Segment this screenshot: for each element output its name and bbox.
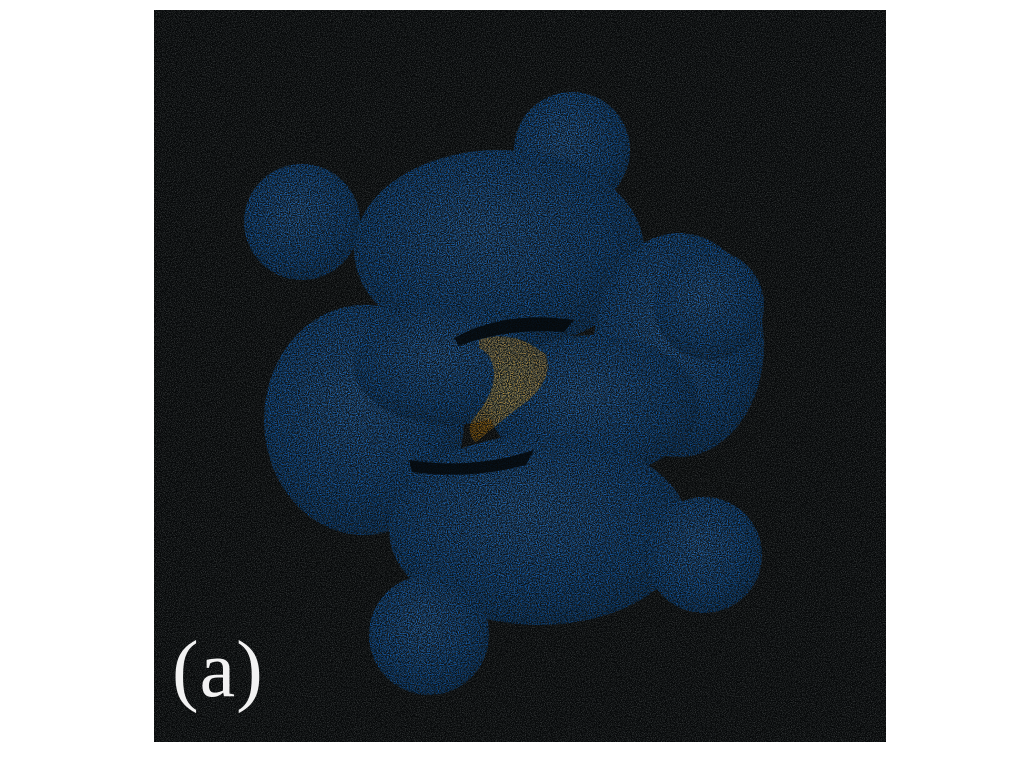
core-density [469,336,548,442]
lobe-top-left [244,164,360,280]
lobe-top [354,150,644,350]
lobe-bottom [389,435,689,625]
panel-label: (a) [172,626,264,714]
molecule-render [154,10,886,742]
lobe-right-upper [654,250,764,360]
figure-panel: (a) [154,10,886,742]
lobe-bottom-left [369,575,489,695]
gap-lower [409,450,534,475]
gap-upper [454,317,574,346]
lobe-bottom-right [646,497,762,613]
